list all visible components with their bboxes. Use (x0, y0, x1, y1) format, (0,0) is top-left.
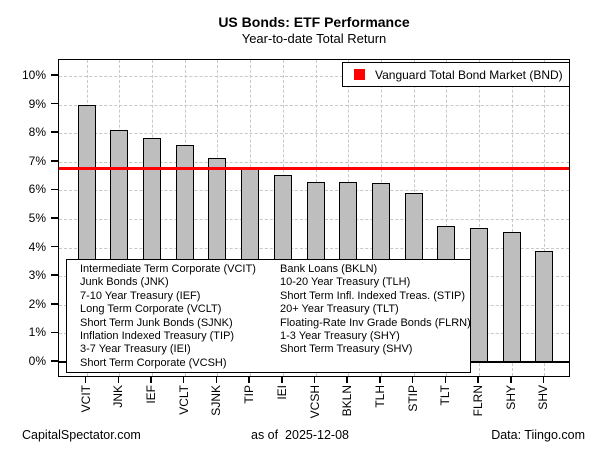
y-axis-label: 10% (21, 68, 46, 82)
x-axis-label-TIP: TIP (242, 385, 257, 404)
y-axis-tick (51, 160, 58, 162)
horizontal-gridline (59, 104, 569, 106)
y-axis-label: 1% (28, 325, 46, 340)
x-axis-tick (150, 377, 152, 383)
etf-key-entry: Short Term Corporate (VCSH) (80, 356, 227, 369)
bar-SHV (535, 250, 554, 362)
footer-as-of-date: as of 2025-12-08 (251, 428, 349, 442)
etf-key-entry: 20+ Year Treasury (TLT) (280, 303, 399, 316)
horizontal-gridline (59, 161, 569, 163)
y-axis-label: 8% (28, 125, 46, 140)
y-axis-label: 2% (28, 296, 46, 311)
etf-key-entry: 10-20 Year Treasury (TLH) (280, 276, 411, 289)
horizontal-gridline (59, 76, 569, 77)
horizontal-gridline (59, 133, 569, 135)
y-axis-label: 7% (28, 153, 46, 168)
legend-red-square-icon (354, 69, 365, 80)
legend-label: Vanguard Total Bond Market (BND) (375, 67, 563, 82)
x-axis-tick (248, 377, 250, 383)
x-axis-tick (542, 377, 545, 383)
vertical-gridline (479, 60, 480, 376)
x-axis-label-VCIT: VCIT (78, 385, 93, 413)
y-axis-label: 3% (28, 268, 46, 283)
x-axis-tick (510, 377, 512, 383)
x-axis-tick (215, 377, 218, 383)
etf-key-entry: Short Term Infl. Indexed Treas. (STIP) (280, 289, 466, 302)
legend-box: Vanguard Total Bond Market (BND) (342, 62, 570, 87)
x-axis-label-TLH: TLH (372, 385, 387, 408)
y-axis-tick (51, 131, 58, 133)
etf-key-entry: 1-3 Year Treasury (SHY) (280, 330, 400, 343)
y-axis-label: 0% (28, 354, 46, 368)
y-axis-tick (51, 74, 58, 76)
etf-key-entry: 3-7 Year Treasury (IEI) (80, 343, 191, 356)
y-axis-label: 6% (28, 182, 46, 197)
x-axis-label-SHY: SHY (503, 385, 518, 410)
x-axis-tick (346, 377, 348, 383)
vertical-gridline (511, 60, 513, 376)
etf-key-entry: Inflation Indexed Treasury (TIP) (80, 330, 235, 343)
chart-title: US Bonds: ETF Performance (218, 14, 410, 30)
x-axis-label-BKLN: BKLN (340, 385, 355, 417)
etf-key-entry: Long Term Corporate (VCLT) (80, 303, 222, 316)
bar-SHY (502, 231, 521, 362)
x-axis-label-VCLT: VCLT (176, 385, 191, 415)
x-axis-label-VCSH: VCSH (307, 385, 322, 419)
y-axis-tick (51, 303, 58, 305)
y-axis-tick (51, 102, 58, 105)
plot-area: Vanguard Total Bond Market (BND) Interme… (58, 59, 570, 377)
etf-key-entry: Short Term Junk Bonds (SJNK) (80, 316, 233, 329)
etf-key-left-column: Intermediate Term Corporate (VCIT) Junk B… (80, 263, 280, 372)
x-axis-tick (379, 377, 381, 383)
x-axis-label-IEI: IEI (274, 385, 289, 400)
x-axis-tick (281, 377, 283, 383)
x-axis-tick (84, 377, 87, 383)
y-axis-tick (51, 331, 58, 334)
x-axis-label-STIP: STIP (405, 385, 420, 412)
etf-name-key-box: Intermediate Term Corporate (VCIT) Junk B… (66, 259, 471, 373)
etf-key-right-column: Bank Loans (BKLN) 10-20 Year Treasury (TL… (280, 263, 471, 372)
y-axis-tick (51, 274, 58, 276)
chart-subtitle: Year-to-date Total Return (241, 31, 387, 46)
y-axis-tick (51, 360, 58, 362)
etf-key-entry: Floating-Rate Inv Grade Bonds (FLRN) (280, 316, 471, 329)
footer-data-source: Data: Tiingo.com (491, 428, 585, 442)
x-axis-label-IEF: IEF (143, 385, 158, 404)
x-axis-tick (477, 377, 479, 383)
y-axis-tick (51, 217, 58, 219)
footer-site-name: CapitalSpectator.com (22, 428, 141, 442)
bnd-reference-line (59, 167, 569, 171)
y-axis-tick (51, 188, 58, 191)
x-axis-label-SHV: SHV (536, 385, 551, 410)
vertical-gridline (446, 60, 448, 376)
y-axis-tick (51, 245, 58, 248)
vertical-gridline (544, 60, 546, 376)
x-axis-tick (182, 377, 185, 383)
x-axis-tick (313, 377, 316, 383)
x-axis-label-SJNK: SJNK (209, 385, 224, 416)
etf-key-entry: Intermediate Term Corporate (VCIT) (80, 263, 256, 275)
footer: CapitalSpectator.com as of 2025-12-08 Da… (0, 428, 600, 446)
y-axis-label: 4% (28, 239, 46, 254)
etf-key-entry: Junk Bonds (JNK) (80, 276, 169, 289)
x-axis-tick (117, 377, 119, 383)
etf-key-entry: 7-10 Year Treasury (IEF) (80, 289, 201, 302)
etf-key-entry: Bank Loans (BKLN) (280, 263, 378, 275)
x-axis-label-FLRN: FLRN (471, 385, 485, 417)
y-axis-label: 5% (28, 211, 46, 225)
x-axis-tick (444, 377, 447, 383)
x-axis-label-JNK: JNK (111, 385, 126, 408)
etf-key-entry: Short Term Treasury (SHV) (280, 343, 413, 356)
x-axis-label-TLT: TLT (438, 385, 453, 406)
y-axis-label: 9% (28, 96, 46, 111)
x-axis-tick (411, 377, 414, 383)
bar-FLRN (470, 227, 488, 362)
